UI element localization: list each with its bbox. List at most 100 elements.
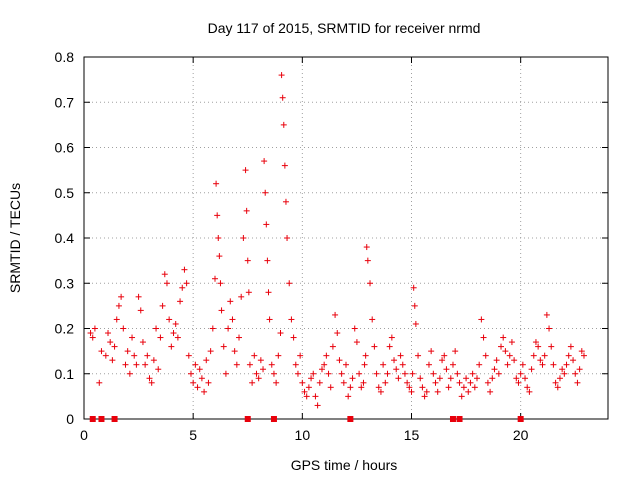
data-point <box>292 361 299 368</box>
data-point <box>321 361 328 368</box>
data-point <box>456 379 463 386</box>
data-point <box>312 393 319 400</box>
y-axis-label: SRMTID / TECUs <box>7 183 23 293</box>
data-point <box>430 370 437 377</box>
data-point <box>340 379 347 386</box>
data-point <box>262 189 269 196</box>
y-tick-label: 0.2 <box>55 321 75 337</box>
data-point <box>436 375 443 382</box>
data-point <box>215 235 222 241</box>
data-point <box>554 384 561 391</box>
data-point <box>367 280 374 287</box>
data-point <box>401 370 408 377</box>
data-point <box>556 375 563 382</box>
zero-marker <box>270 416 277 422</box>
data-point <box>124 348 131 355</box>
data-point <box>133 361 140 368</box>
data-point <box>332 311 339 318</box>
y-tick-label: 0.7 <box>55 94 75 110</box>
data-point <box>122 361 129 368</box>
data-point <box>373 370 380 377</box>
data-point <box>489 375 496 382</box>
zero-marker <box>98 416 105 422</box>
data-point <box>428 348 435 355</box>
data-point <box>316 379 323 386</box>
data-point <box>288 316 295 323</box>
data-point <box>537 357 544 364</box>
data-point <box>421 393 428 400</box>
data-point <box>377 388 384 395</box>
data-point <box>170 330 177 337</box>
data-point <box>102 352 109 359</box>
data-point <box>243 207 250 214</box>
data-point <box>139 339 146 346</box>
data-point <box>578 348 585 355</box>
data-point <box>439 357 446 364</box>
data-point <box>109 357 116 364</box>
data-point <box>91 325 98 332</box>
data-point <box>257 357 264 364</box>
data-point <box>539 361 546 368</box>
y-tick-label: 0.6 <box>55 140 75 156</box>
data-point <box>425 361 432 368</box>
data-point <box>576 366 583 373</box>
data-point <box>115 302 122 309</box>
data-point <box>484 379 491 386</box>
data-point <box>458 393 465 400</box>
data-point <box>532 339 539 346</box>
x-tick-label: 15 <box>404 427 420 443</box>
data-point <box>177 298 184 305</box>
data-point <box>519 361 526 368</box>
data-point <box>227 298 234 305</box>
data-point <box>391 357 398 364</box>
data-point <box>209 325 216 332</box>
data-point <box>286 280 293 287</box>
data-point <box>261 158 268 165</box>
data-point <box>445 384 452 391</box>
data-point <box>474 375 480 382</box>
data-point <box>118 293 125 300</box>
data-point <box>570 357 577 364</box>
data-point <box>146 375 153 382</box>
y-tick-label: 0.4 <box>55 230 75 246</box>
data-point <box>478 316 485 323</box>
data-point <box>502 348 509 355</box>
data-point <box>480 334 487 341</box>
data-point <box>213 180 220 187</box>
data-point <box>294 370 301 377</box>
y-tick-label: 0 <box>66 411 74 427</box>
data-point <box>185 352 192 359</box>
data-point <box>308 375 315 382</box>
data-point <box>567 343 574 350</box>
data-point <box>548 343 555 350</box>
data-point <box>482 352 489 359</box>
data-point <box>305 384 312 391</box>
data-point <box>334 330 341 337</box>
data-point <box>329 343 336 350</box>
data-point <box>155 366 162 373</box>
data-point <box>217 280 224 287</box>
data-point <box>491 366 498 373</box>
data-point <box>552 379 559 386</box>
data-point <box>493 357 500 364</box>
data-point <box>172 320 179 327</box>
data-point <box>196 366 203 373</box>
y-tick-label: 0.8 <box>55 49 75 65</box>
data-point <box>371 343 378 350</box>
data-point <box>325 370 332 377</box>
data-point <box>310 370 317 377</box>
data-point <box>255 375 262 382</box>
data-point <box>282 198 289 205</box>
data-point <box>432 379 439 386</box>
data-point <box>338 370 345 377</box>
data-point <box>465 388 472 395</box>
zero-marker <box>89 416 96 422</box>
data-point <box>166 316 173 323</box>
data-point <box>260 366 267 373</box>
x-tick-label: 10 <box>295 427 311 443</box>
data-point <box>351 325 358 332</box>
data-point <box>270 370 277 377</box>
data-point <box>476 361 483 368</box>
data-point <box>399 361 406 368</box>
data-point <box>487 388 494 395</box>
